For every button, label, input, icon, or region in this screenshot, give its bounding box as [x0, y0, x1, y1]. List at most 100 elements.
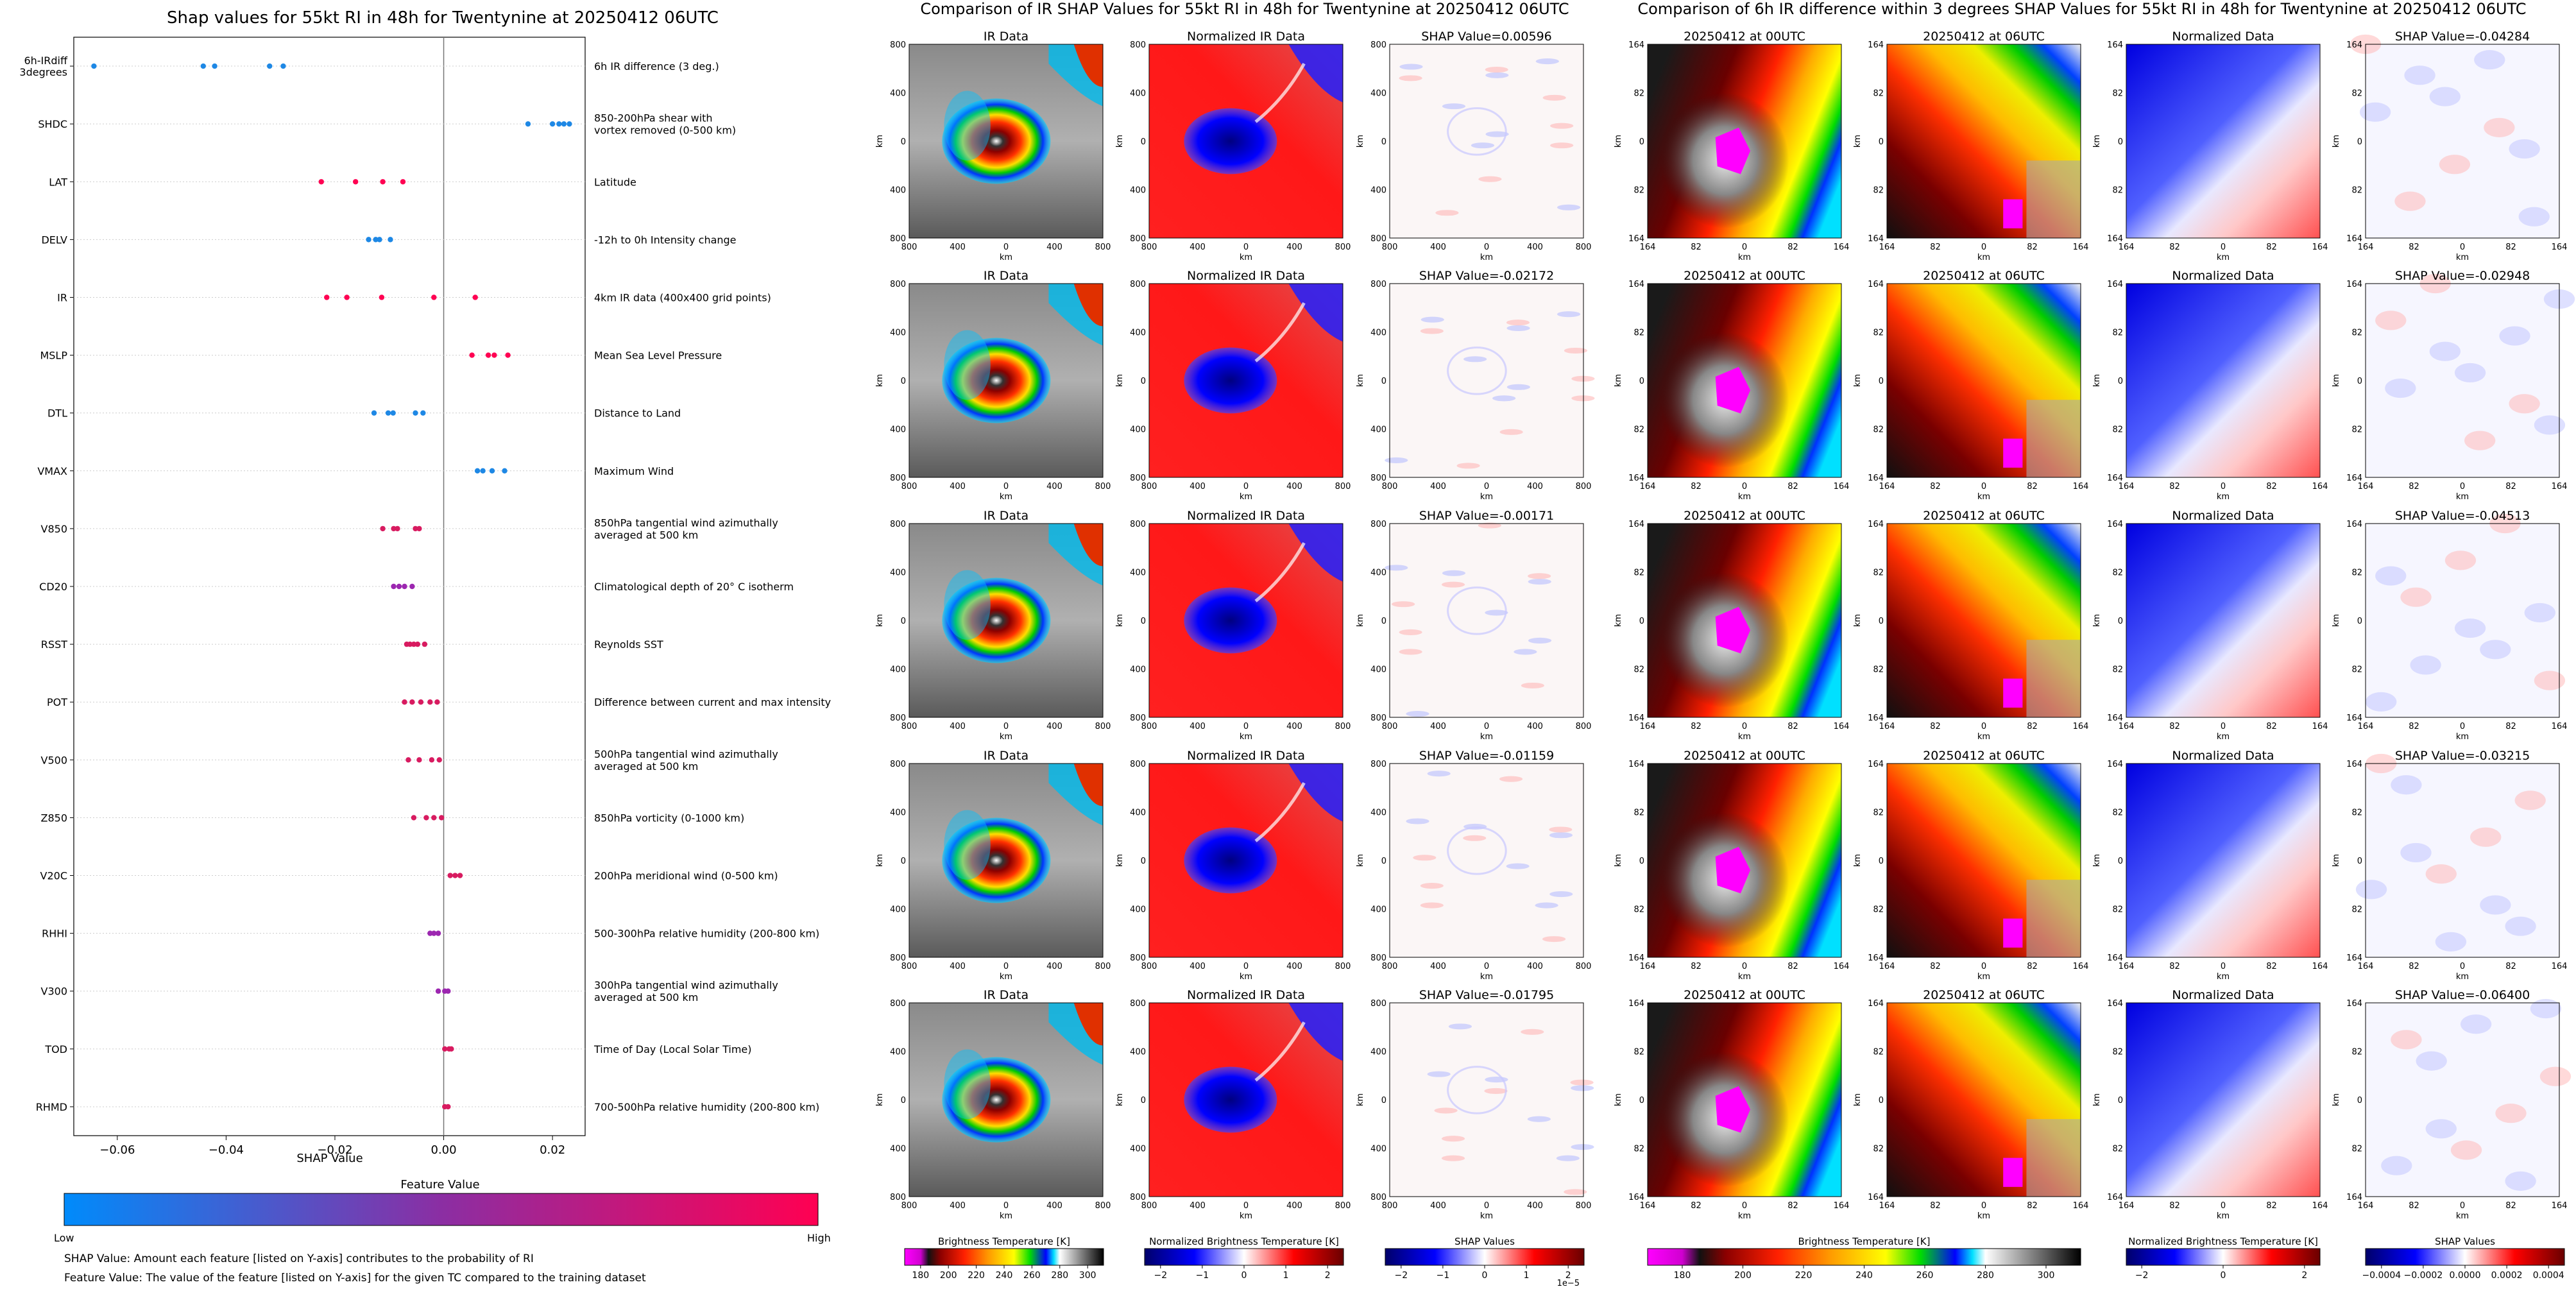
x-tick-label: 164 — [2552, 243, 2568, 252]
x-tick-label: 800 — [1095, 243, 1111, 252]
x-tick-label: 0 — [1003, 962, 1009, 971]
colorbar-tick-label: −1 — [1437, 1270, 1450, 1281]
x-axis-label: km — [1240, 253, 1252, 262]
shap-point — [431, 815, 437, 821]
x-tick-label: 0 — [1243, 722, 1249, 731]
colorbar-tick-label: 180 — [912, 1270, 929, 1281]
y-axis-label: km — [2092, 135, 2102, 148]
x-tick-label: 0.02 — [540, 1143, 565, 1157]
x-axis-label: km — [1977, 492, 1990, 502]
plot-frame — [1389, 44, 1584, 239]
y-tick-label: 400 — [1370, 905, 1386, 915]
y-tick-label: 82 — [1873, 808, 1884, 818]
x-tick-label: 82 — [2169, 482, 2180, 491]
x-axis-label: km — [1240, 732, 1252, 742]
x-tick-label: 0 — [1003, 243, 1009, 252]
colorbar-tick-label: 0.0004 — [2533, 1270, 2564, 1281]
y-tick-label: 800 — [1130, 474, 1146, 483]
shap-point — [422, 641, 428, 647]
x-tick-label: 164 — [2358, 962, 2374, 971]
colorbar-title: Feature Value — [400, 1178, 479, 1191]
y-tick-label: 400 — [1370, 665, 1386, 675]
y-tick-label: 0 — [1381, 137, 1386, 147]
y-tick-label: 82 — [2112, 89, 2123, 99]
x-tick-label: 800 — [901, 722, 917, 731]
shap-point — [391, 525, 397, 532]
plot-frame — [1389, 283, 1584, 478]
x-tick-label: 400 — [1286, 722, 1302, 731]
feature-description: Climatological depth of 20° C isotherm — [594, 581, 794, 593]
x-tick-label: 82 — [2027, 482, 2038, 491]
feature-description: Mean Sea Level Pressure — [594, 350, 722, 362]
shap-point — [400, 179, 406, 185]
feature-description: 850hPa vorticity (0-1000 km) — [594, 812, 744, 824]
x-tick-label: 400 — [950, 243, 966, 252]
y-tick-label: 164 — [2346, 234, 2362, 244]
plot-frame — [2126, 1002, 2321, 1197]
x-axis-label: km — [2217, 253, 2230, 262]
x-tick-label: 400 — [1190, 962, 1206, 971]
x-tick-label: 800 — [1335, 243, 1351, 252]
y-tick-label: 164 — [2346, 999, 2362, 1009]
plot-frame — [908, 1002, 1104, 1197]
x-tick-label: 400 — [1190, 722, 1206, 731]
shap-point — [434, 699, 440, 705]
x-tick-label: 0 — [1981, 243, 1986, 252]
colorbar-tick-label: −2 — [2135, 1270, 2149, 1281]
subplot-title: Normalized Data — [2172, 988, 2274, 1002]
x-tick-label: 0 — [2460, 962, 2465, 971]
subplot-title: IR Data — [984, 988, 1028, 1002]
beeswarm-axes: −0.06 −0.04 −0.02 0.00 0.02 6h-IRdiff3degrees… — [19, 37, 831, 1157]
shap-point — [472, 295, 478, 300]
beeswarm-panel: Shap values for 55kt RI in 48h for Twent… — [19, 8, 831, 1285]
x-tick-label: 800 — [1141, 722, 1157, 731]
x-tick-label: 800 — [1335, 1201, 1351, 1211]
shap-point — [388, 237, 393, 243]
x-tick-label: 400 — [1190, 482, 1206, 491]
shap-point — [525, 121, 531, 127]
x-tick-label: 164 — [1879, 482, 1895, 491]
feature-name-label: RHMD — [36, 1101, 67, 1113]
x-tick-label: 82 — [2266, 243, 2277, 252]
shap-point — [366, 237, 371, 243]
y-tick-label: 0 — [2357, 137, 2362, 147]
x-tick-label: 800 — [901, 482, 917, 491]
x-tick-label: 400 — [1190, 243, 1206, 252]
x-tick-label: 800 — [901, 243, 917, 252]
irdiff-shap-image — [2350, 34, 2559, 238]
x-tick-label: 800 — [1335, 722, 1351, 731]
x-tick-label: 0 — [2221, 243, 2226, 252]
x-tick-label: 164 — [2358, 482, 2374, 491]
x-tick-label: −0.04 — [209, 1143, 244, 1157]
y-axis-label: km — [1614, 135, 1623, 148]
plot-frame — [1886, 763, 2081, 958]
y-tick-label: 0 — [1639, 1096, 1644, 1105]
y-axis-label: km — [2332, 1093, 2341, 1106]
x-tick-label: 82 — [1787, 482, 1798, 491]
colorbar-tick-label: 240 — [1855, 1270, 1873, 1281]
y-tick-label: 800 — [1370, 713, 1386, 723]
ir-image-grid: IR Data80080040040000400400800800kmkmNor… — [875, 30, 1595, 1221]
x-tick-label: 82 — [1787, 1201, 1798, 1211]
y-axis-label: km — [2092, 374, 2102, 387]
y-tick-label: 800 — [1130, 953, 1146, 963]
y-axis-label: km — [2332, 854, 2341, 867]
x-tick-label: 0 — [2221, 1201, 2226, 1211]
y-tick-label: 400 — [890, 425, 906, 435]
shap-point — [391, 583, 397, 590]
feature-name-label: V300 — [41, 986, 67, 998]
y-tick-label: 400 — [890, 89, 906, 99]
x-tick-label: 400 — [1527, 243, 1543, 252]
x-axis-label: km — [1480, 972, 1493, 982]
x-axis-label: km — [1240, 492, 1252, 502]
x-tick-label: 82 — [1930, 962, 1941, 971]
y-tick-label: 82 — [2351, 905, 2362, 915]
y-tick-label: 800 — [890, 713, 906, 723]
feature-name-label: SHDC — [38, 118, 67, 130]
x-tick-label: 82 — [2027, 962, 2038, 971]
y-tick-label: 164 — [1628, 474, 1644, 483]
x-tick-label: 0 — [2221, 962, 2226, 971]
x-tick-label: 0 — [1484, 962, 1489, 971]
x-tick-label: 400 — [1286, 243, 1302, 252]
feature-description: 700-500hPa relative humidity (200-800 km… — [594, 1101, 819, 1113]
